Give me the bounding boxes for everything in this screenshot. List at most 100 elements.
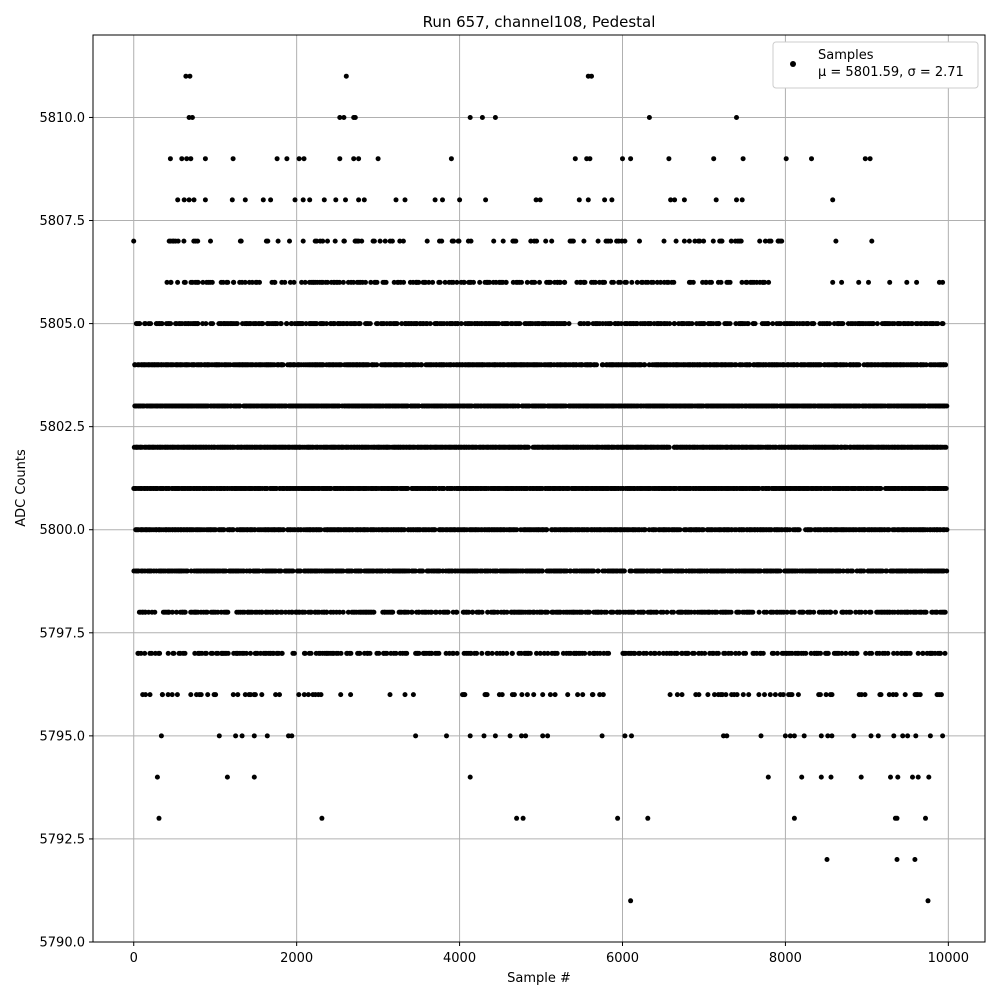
data-point [237,403,243,409]
data-point [489,650,495,656]
data-point [811,609,817,615]
data-point [225,650,231,656]
data-point [727,279,733,285]
data-point [195,279,201,285]
data-point [420,568,426,574]
data-point [850,568,855,574]
data-point [594,362,599,368]
data-point [757,238,763,244]
data-point [208,238,213,244]
data-point [537,279,542,285]
data-point [566,321,572,327]
data-point [645,279,651,285]
data-point [641,609,647,615]
data-point [686,238,692,244]
data-point [454,650,460,656]
data-point [870,321,876,327]
data-point [621,568,627,574]
data-point [752,321,758,327]
data-point [623,279,629,285]
data-point [603,609,609,615]
data-point [629,279,635,285]
data-point [692,238,698,244]
data-point [544,527,550,533]
data-point [592,279,598,285]
data-point [287,238,292,244]
data-point [165,650,171,656]
data-point [371,238,377,244]
data-point [762,279,768,285]
data-point [171,650,177,656]
data-point [562,279,568,285]
data-point [728,609,734,615]
data-point [543,238,549,244]
data-point [479,650,485,656]
data-point [586,609,592,615]
data-point [175,238,181,244]
data-point [745,321,751,327]
data-point [287,279,293,285]
data-point [400,238,406,244]
data-point [942,609,948,615]
data-point [427,321,433,327]
data-point [168,279,174,285]
data-point [249,279,255,285]
data-point [487,279,493,285]
data-point [818,362,824,368]
data-point [210,321,216,327]
data-point [909,321,915,327]
data-point [416,279,422,285]
data-point [747,362,753,368]
data-point [351,279,356,285]
data-point [148,321,154,327]
data-point [137,321,143,327]
data-point [405,486,411,491]
data-point [376,650,382,656]
data-point [409,609,415,615]
data-point [611,279,616,285]
data-point [325,238,330,244]
data-point [290,568,296,574]
data-point [363,279,368,285]
data-point [404,650,410,656]
data-point [437,279,443,285]
data-point [779,238,785,244]
data-point [455,321,461,327]
data-point [843,362,849,368]
data-point [500,238,506,244]
data-point [719,238,725,244]
data-point [671,279,677,285]
data-point [164,279,170,285]
data-point [848,609,854,615]
data-point [442,279,448,285]
data-point [225,609,231,615]
data-point [182,279,188,285]
data-point [517,321,523,327]
data-point [765,321,771,327]
data-point [744,279,750,285]
data-point [944,568,950,574]
data-point [468,238,474,244]
data-point [291,279,297,285]
data-point [175,279,181,285]
data-point [878,486,884,491]
data-point [275,238,281,244]
data-point [504,650,510,656]
data-point [608,238,614,244]
data-point [739,279,745,285]
data-point [800,609,806,615]
data-point [666,444,672,450]
data-point [738,238,744,244]
data-point [570,238,576,244]
data-point [195,321,201,327]
data-point [770,321,776,327]
data-point [348,650,354,656]
data-point [390,609,396,615]
data-point [439,238,445,244]
data-point [257,279,262,285]
data-point [474,650,480,656]
data-point [357,650,363,656]
data-point [766,279,772,285]
data-point [667,321,673,327]
data-point [357,321,363,327]
